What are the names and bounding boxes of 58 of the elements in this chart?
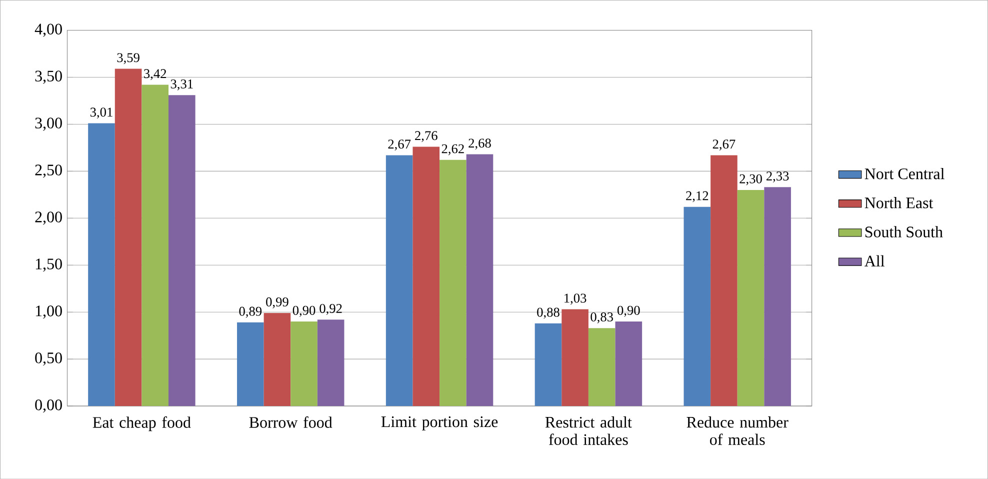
x-tick-label: Limit portion size	[381, 416, 498, 430]
data-label: 2,12	[686, 191, 708, 202]
bar	[588, 328, 616, 406]
data-label: 0,83	[590, 312, 613, 324]
bar	[440, 160, 466, 406]
y-tick-label: 2,50	[35, 164, 62, 178]
bar	[615, 321, 642, 406]
bar	[88, 123, 115, 406]
bar	[562, 309, 588, 406]
data-label: 2,68	[468, 138, 491, 150]
x-tick-label: Restrict adult food intakes	[545, 416, 632, 445]
legend-label: North East	[864, 196, 934, 208]
y-tick-label: 4,00	[34, 24, 62, 37]
bar	[412, 146, 440, 406]
bar	[317, 319, 344, 406]
data-label: 3,01	[90, 108, 112, 118]
data-label: 2,67	[388, 140, 411, 150]
x-tick-label: Eat cheap food	[92, 416, 191, 431]
y-tick-label: 0,50	[35, 352, 62, 366]
data-label: 3,42	[144, 69, 166, 80]
bar	[466, 154, 494, 406]
bar	[237, 322, 264, 406]
bar	[290, 321, 318, 406]
bar	[737, 190, 764, 406]
x-tick-label: Borrow food	[249, 416, 332, 428]
data-label: 3,31	[170, 79, 193, 90]
data-label: 0,89	[239, 306, 262, 318]
data-label: 0,92	[320, 304, 342, 315]
legend-label: Nort Central	[864, 168, 944, 180]
bar	[168, 94, 196, 406]
bar	[142, 84, 169, 406]
y-tick-label: 3,50	[35, 70, 62, 84]
data-label: 0,90	[292, 306, 316, 317]
bar	[684, 206, 711, 406]
bar	[534, 323, 562, 406]
legend-label: All	[864, 255, 884, 266]
y-tick-label: 1,50	[36, 258, 62, 272]
legend-label: South South	[865, 226, 943, 238]
data-label: 0,90	[618, 306, 640, 317]
y-tick-label: 3,00	[35, 118, 62, 131]
data-label: 2,67	[712, 140, 736, 150]
bar	[114, 68, 142, 406]
data-label: 2,33	[766, 171, 789, 182]
data-label: 3,59	[117, 53, 140, 64]
y-tick-label: 0,00	[35, 399, 62, 412]
bar	[710, 155, 738, 406]
bar	[386, 155, 413, 406]
data-label: 2,30	[740, 174, 762, 186]
y-tick-label: 1,00	[36, 305, 62, 319]
x-tick-label: Reduce number of meals	[686, 416, 788, 445]
bar	[764, 187, 791, 406]
bar	[264, 312, 291, 406]
data-label: 0,99	[266, 297, 288, 308]
data-label: 0,88	[537, 308, 560, 319]
y-tick-label: 2,00	[35, 211, 62, 225]
data-label: 2,62	[442, 144, 464, 156]
data-label: 1,03	[564, 294, 586, 304]
data-label: 2,76	[415, 131, 438, 142]
